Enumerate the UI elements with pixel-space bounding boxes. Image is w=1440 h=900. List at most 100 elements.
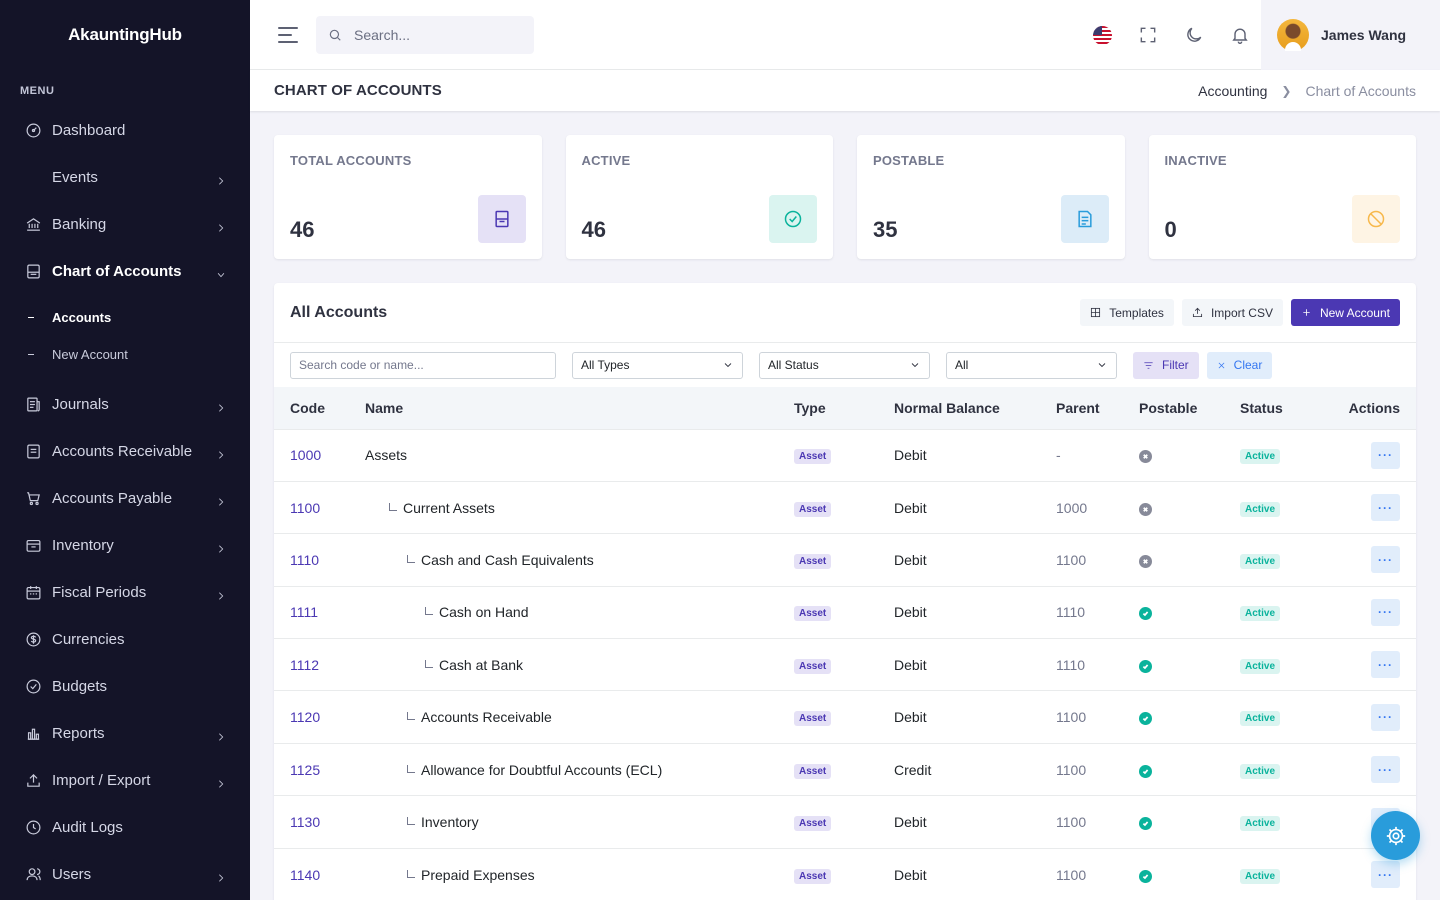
moon-icon[interactable]	[1184, 25, 1204, 45]
stat-label: POSTABLE	[873, 153, 945, 168]
global-search-input[interactable]	[354, 26, 514, 43]
row-actions-button[interactable]: ···	[1371, 441, 1400, 469]
sidebar-item-reports[interactable]: Reports	[0, 710, 250, 757]
sidebar-item-users[interactable]: Users	[0, 851, 250, 898]
status-cell: Active	[1224, 481, 1324, 533]
account-code-link[interactable]: 1100	[290, 499, 321, 516]
row-actions-button[interactable]: ···	[1371, 861, 1400, 889]
settings-fab[interactable]	[1371, 811, 1420, 860]
bell-icon[interactable]	[1230, 25, 1250, 45]
topbar: James Wang	[250, 0, 1440, 70]
chevron-down-icon	[724, 363, 732, 368]
status-badge: Active	[1240, 711, 1281, 727]
account-code-link[interactable]: 1111	[290, 604, 319, 621]
page-title-bar: CHART OF ACCOUNTS Accounting ❯ Chart of …	[250, 70, 1440, 111]
hamburger-menu-icon[interactable]	[278, 26, 300, 43]
account-name-cell: Prepaid Expenses	[349, 848, 778, 900]
chevron-right-icon	[216, 776, 226, 788]
global-search	[316, 15, 534, 54]
col-type[interactable]: Type	[794, 399, 826, 416]
table-row[interactable]: 1125 Allowance for Doubtful Accounts (ECL…	[274, 743, 1416, 795]
col-code[interactable]: Code	[290, 399, 325, 416]
table-row[interactable]: 1111 Cash on Hand Asset Debit 1110 Active ···	[274, 586, 1416, 638]
status-badge: Active	[1240, 606, 1281, 622]
sidebar-item-banking[interactable]: Banking	[0, 201, 250, 248]
sidebar-item-events[interactable]: Events	[0, 154, 250, 201]
x-circle-icon	[1139, 450, 1152, 464]
import-csv-button[interactable]: Import CSV	[1181, 299, 1283, 326]
sidebar-item-fiscal-periods[interactable]: Fiscal Periods	[0, 569, 250, 616]
sidebar-item-dashboard[interactable]: Dashboard	[0, 107, 250, 154]
sidebar-item-inventory[interactable]: Inventory	[0, 522, 250, 569]
sidebar-subitem-new-account[interactable]: New Account	[0, 336, 250, 373]
account-code-link[interactable]: 1112	[290, 656, 320, 673]
account-search-input[interactable]	[290, 351, 556, 379]
ban-icon	[1352, 195, 1400, 243]
inventory-icon	[24, 537, 42, 555]
sidebar-item-label: Import / Export	[52, 772, 151, 789]
user-menu[interactable]: James Wang	[1261, 0, 1440, 70]
col-postable[interactable]: Postable	[1139, 399, 1198, 416]
account-code-link[interactable]: 1110	[290, 551, 320, 568]
currency-icon	[24, 631, 42, 649]
fullscreen-icon[interactable]	[1138, 25, 1158, 45]
status-select[interactable]: All Status	[759, 351, 930, 379]
row-actions-button[interactable]: ···	[1371, 598, 1400, 626]
new-account-button[interactable]: New Account	[1290, 299, 1400, 326]
account-code-link[interactable]: 1140	[290, 866, 321, 883]
account-code-link[interactable]: 1130	[290, 813, 321, 830]
type-badge: Asset	[794, 606, 832, 622]
row-actions-button[interactable]: ···	[1371, 703, 1400, 731]
sidebar-item-label: Journals	[52, 396, 109, 413]
x-circle-icon	[1139, 502, 1152, 516]
chevron-down-icon	[1098, 363, 1106, 368]
account-code-link[interactable]: 1000	[290, 447, 322, 464]
account-code-link[interactable]: 1125	[290, 761, 321, 778]
brand-logo[interactable]: AkauntingHub	[68, 25, 182, 44]
row-actions-button[interactable]: ···	[1371, 651, 1400, 679]
filter-button[interactable]: Filter	[1133, 351, 1199, 379]
sidebar-subitem-label: New Account	[52, 347, 128, 362]
postable-select-value: All	[955, 358, 969, 372]
budget-icon	[24, 678, 42, 696]
account-code-link[interactable]: 1120	[290, 709, 321, 726]
actions-cell: ···	[1324, 586, 1416, 638]
sidebar-item-journals[interactable]: Journals	[0, 381, 250, 428]
breadcrumb-accounting[interactable]: Accounting	[1198, 82, 1268, 99]
sidebar-subitem-accounts[interactable]: Accounts	[0, 299, 250, 336]
sidebar-item-accounts-payable[interactable]: Accounts Payable	[0, 475, 250, 522]
table-row[interactable]: 1110 Cash and Cash Equivalents Asset Debit 1…	[274, 533, 1416, 586]
col-name[interactable]: Name	[365, 399, 404, 416]
postable-select[interactable]: All	[946, 351, 1117, 379]
col-parent[interactable]: Parent	[1056, 399, 1100, 416]
col-normal-balance[interactable]: Normal Balance	[894, 399, 1000, 416]
templates-button[interactable]: Templates	[1080, 299, 1174, 326]
sidebar-item-chart-of-accounts[interactable]: Chart of Accounts	[0, 248, 250, 295]
account-name: Allowance for Doubtful Accounts (ECL)	[421, 761, 663, 778]
sidebar-item-budgets[interactable]: Budgets	[0, 663, 250, 710]
table-row[interactable]: 1140 Prepaid Expenses Asset Debit 1100 Active…	[274, 848, 1416, 900]
normal-balance: Debit	[894, 604, 927, 621]
sidebar-item-accounts-receivable[interactable]: Accounts Receivable	[0, 428, 250, 475]
account-type-cell: Asset	[778, 639, 878, 691]
filter-icon	[1144, 361, 1153, 369]
row-actions-button[interactable]: ···	[1371, 546, 1400, 574]
table-row[interactable]: 1120 Accounts Receivable Asset Debit 1100 Act…	[274, 690, 1416, 743]
table-row[interactable]: 1100 Current Assets Asset Debit 1000 Active ··…	[274, 481, 1416, 533]
sidebar-item-currencies[interactable]: Currencies	[0, 616, 250, 663]
sidebar-item-import-export[interactable]: Import / Export	[0, 757, 250, 804]
table-row[interactable]: 1000 Assets Asset Debit - Active ···	[274, 429, 1416, 481]
sidebar-item-label: Budgets	[52, 678, 108, 695]
row-actions-button[interactable]: ···	[1371, 756, 1400, 784]
clear-button[interactable]: Clear	[1206, 351, 1273, 379]
type-select[interactable]: All Types	[572, 351, 743, 379]
sidebar-nav: Dashboard Events Banking Chart of Accounts A…	[0, 107, 250, 898]
col-status[interactable]: Status	[1240, 399, 1283, 416]
account-name-cell: Inventory	[349, 796, 778, 848]
us-flag-icon[interactable]	[1093, 25, 1112, 45]
sidebar-item-audit-logs[interactable]: Audit Logs	[0, 804, 250, 851]
table-row[interactable]: 1112 Cash at Bank Asset Debit 1110 Active ···	[274, 638, 1416, 691]
row-actions-button[interactable]: ···	[1371, 494, 1400, 522]
ledger-icon	[24, 263, 42, 281]
